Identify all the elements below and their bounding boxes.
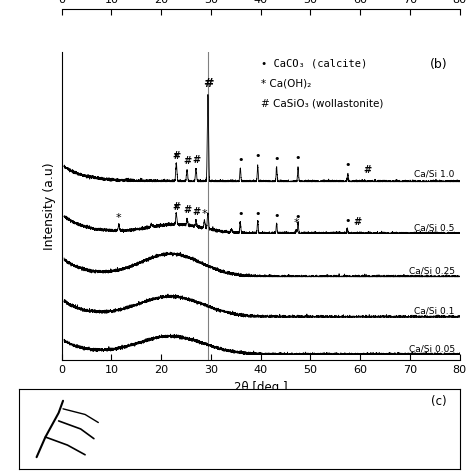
- Text: *: *: [116, 213, 122, 223]
- Text: (b): (b): [430, 58, 448, 71]
- Text: #: #: [203, 77, 213, 90]
- Text: #: #: [173, 151, 181, 161]
- Text: •: •: [295, 153, 301, 164]
- Text: Ca/Si 0.1: Ca/Si 0.1: [414, 307, 455, 316]
- Text: •: •: [273, 211, 280, 221]
- Text: Ca/Si 0.05: Ca/Si 0.05: [409, 344, 455, 353]
- X-axis label: 2θ [deg.]: 2θ [deg.]: [234, 381, 288, 393]
- Text: Ca/Si 0.5: Ca/Si 0.5: [414, 223, 455, 232]
- Text: •: •: [237, 209, 244, 219]
- Text: •: •: [173, 150, 179, 160]
- Text: * Ca(OH)₂: * Ca(OH)₂: [261, 78, 311, 88]
- Text: #: #: [364, 165, 372, 175]
- Text: #: #: [183, 156, 191, 166]
- Text: #: #: [192, 155, 200, 165]
- Text: •: •: [255, 210, 261, 219]
- Text: •: •: [255, 151, 261, 161]
- Text: •: •: [344, 216, 351, 226]
- Text: *: *: [293, 218, 299, 228]
- Text: # CaSiO₃ (wollastonite): # CaSiO₃ (wollastonite): [261, 99, 383, 109]
- Text: (c): (c): [431, 395, 447, 408]
- Text: •: •: [295, 212, 301, 222]
- Text: •: •: [345, 160, 351, 170]
- Text: #: #: [192, 207, 200, 217]
- Text: •: •: [237, 155, 244, 164]
- Text: •: •: [173, 201, 179, 210]
- Y-axis label: Intensity (a.u): Intensity (a.u): [43, 163, 56, 250]
- Text: • CaCO₃ (calcite): • CaCO₃ (calcite): [261, 58, 367, 68]
- Text: #: #: [354, 217, 362, 227]
- Text: •: •: [273, 154, 280, 164]
- Text: *: *: [201, 209, 207, 219]
- Text: #: #: [183, 205, 191, 215]
- Text: Ca/Si 1.0: Ca/Si 1.0: [414, 169, 455, 178]
- Text: #: #: [173, 202, 181, 212]
- Text: Ca/Si 0.25: Ca/Si 0.25: [409, 266, 455, 275]
